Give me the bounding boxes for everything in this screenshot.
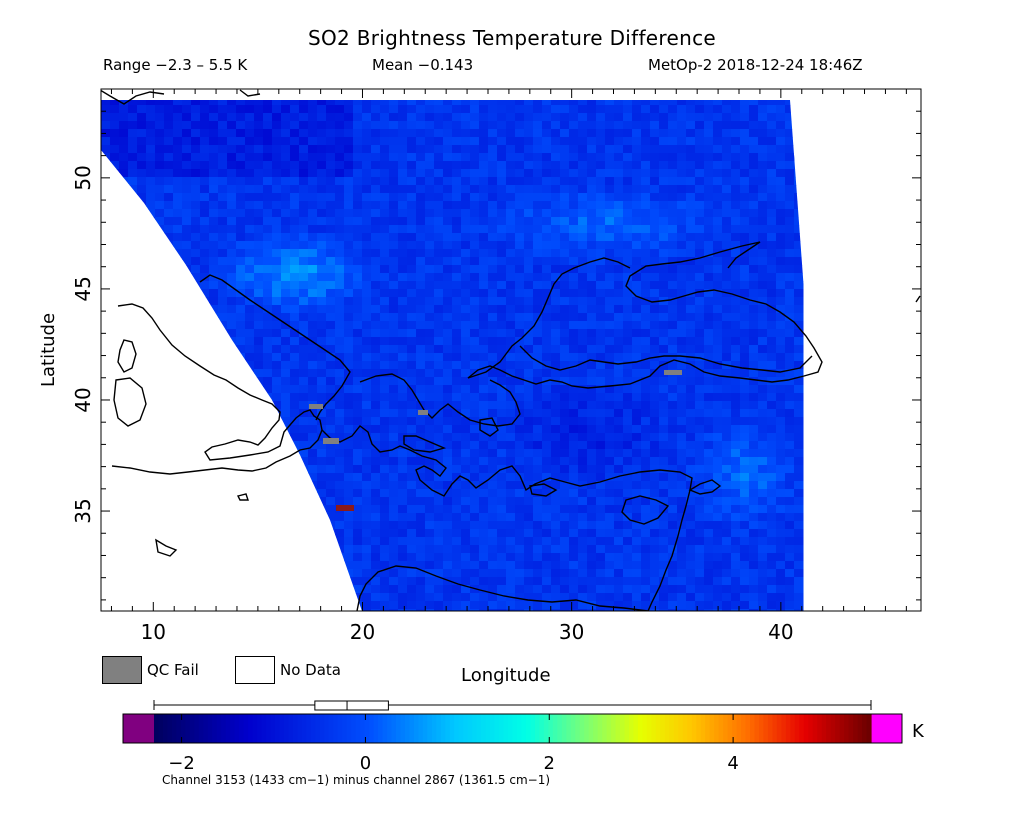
colorbar-tick-labels: −2 0 2 4 — [168, 753, 739, 774]
mean-readout: Mean −0.143 — [372, 56, 474, 74]
distribution-whisker — [153, 700, 872, 711]
axis-tick-labels: 10 20 30 40 35 40 45 50 — [71, 165, 794, 644]
x-tick-label-1: 20 — [350, 620, 375, 644]
colorbar-unit: K — [912, 721, 924, 742]
axis-ticks — [101, 88, 921, 611]
x-tick-label-2: 30 — [559, 620, 584, 644]
colorbar — [122, 713, 903, 744]
chart-title: SO2 Brightness Temperature Difference — [308, 26, 716, 50]
qc-fail-pixels — [309, 370, 682, 511]
colorbar-tick-label-2: 2 — [544, 753, 555, 774]
y-tick-label-0: 35 — [71, 498, 95, 523]
qc-fail-label: QC Fail — [147, 661, 199, 679]
y-axis-label: Latitude — [38, 313, 59, 387]
satellite-time-readout: MetOp-2 2018-12-24 18:46Z — [648, 56, 863, 74]
colorbar-tick-label-1: 0 — [360, 753, 371, 774]
no-data-swatch — [235, 656, 275, 684]
channel-note: Channel 3153 (1433 cm−1) minus channel 2… — [162, 773, 551, 787]
colorbar-above-cap — [871, 714, 902, 743]
swath-data — [101, 100, 804, 611]
range-readout: Range −2.3 – 5.5 K — [103, 56, 248, 74]
no-data-label: No Data — [280, 661, 341, 679]
x-tick-label-0: 10 — [141, 620, 166, 644]
qc-fail-swatch — [102, 656, 142, 684]
colorbar-tick-label-0: −2 — [168, 753, 195, 774]
x-tick-label-3: 40 — [768, 620, 793, 644]
y-tick-label-1: 40 — [71, 387, 95, 412]
y-tick-label-2: 45 — [71, 276, 95, 301]
y-tick-label-3: 50 — [71, 165, 95, 190]
colorbar-below-cap — [123, 714, 154, 743]
coastlines — [101, 89, 921, 611]
x-axis-label: Longitude — [461, 665, 551, 686]
colorbar-tick-label-3: 4 — [727, 753, 738, 774]
plot-frame — [100, 88, 922, 612]
